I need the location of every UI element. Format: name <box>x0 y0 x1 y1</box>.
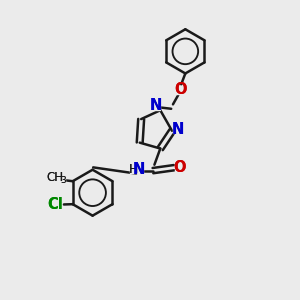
Text: O: O <box>173 160 186 175</box>
Text: O: O <box>174 82 186 97</box>
Text: 3: 3 <box>60 176 66 185</box>
Bar <box>152 102 160 110</box>
Text: N: N <box>150 98 162 113</box>
Text: N: N <box>150 98 162 113</box>
Bar <box>175 85 185 94</box>
Bar <box>173 126 181 133</box>
Text: Cl: Cl <box>48 197 64 212</box>
Text: CH: CH <box>46 171 64 184</box>
Text: Cl: Cl <box>48 197 64 212</box>
Text: N: N <box>171 122 184 137</box>
Text: H: H <box>129 163 139 176</box>
Text: CH: CH <box>46 171 64 184</box>
Text: 3: 3 <box>60 176 66 185</box>
Text: O: O <box>173 160 186 175</box>
Bar <box>130 165 143 173</box>
Text: N: N <box>133 162 145 177</box>
Bar <box>48 174 64 182</box>
Text: O: O <box>174 82 186 97</box>
Bar <box>50 201 61 209</box>
Text: N: N <box>171 122 184 137</box>
Text: N: N <box>133 162 145 177</box>
Bar <box>175 164 184 172</box>
Text: H: H <box>129 163 139 176</box>
